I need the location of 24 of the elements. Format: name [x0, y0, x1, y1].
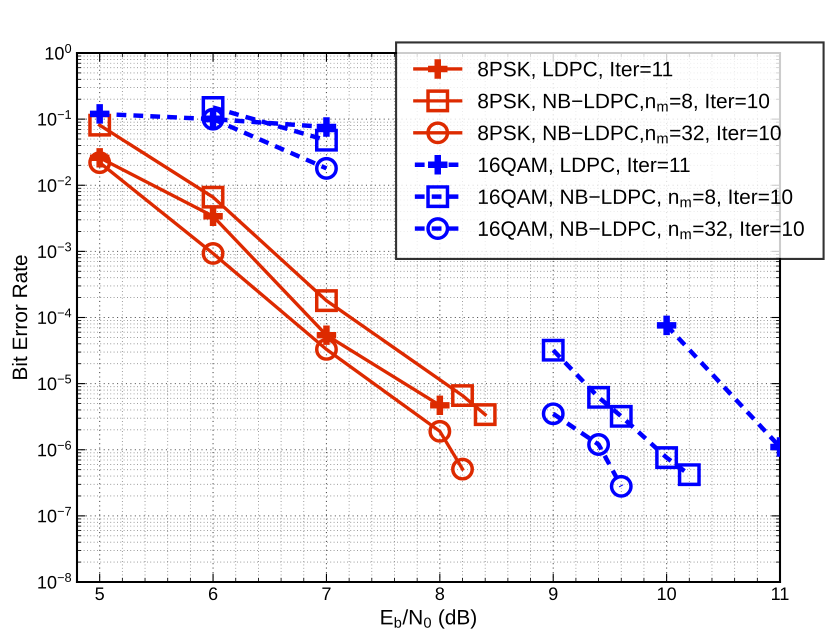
x-tick-label: 6 [208, 587, 218, 600]
y-tick-label: 10$^{−3}$ [38, 242, 72, 258]
legend-label: 16QAM, NB−LDPC, n$_{m}$=8, Iter=10 [478, 189, 792, 208]
y-tick-label: 10$^{−4}$ [38, 308, 72, 324]
y-tick-label: 10$^{0}$ [46, 44, 72, 60]
y-axis-title: Bit Error Rate [12, 255, 28, 379]
x-tick-label: 9 [549, 587, 558, 600]
x-tick-label: 8 [436, 587, 444, 600]
y-tick-label: 10$^{−2}$ [38, 176, 71, 192]
x-tick-label: 5 [95, 588, 104, 600]
x-tick-label: 7 [322, 588, 331, 600]
y-tick-label: 10$^{−1}$ [38, 110, 71, 126]
y-tick-label: 10$^{−7}$ [38, 506, 71, 522]
x-tick-label: 10 [658, 587, 676, 600]
y-tick-label: 10$^{−6}$ [38, 440, 72, 456]
legend-label: 8PSK, NB−LDPC,n$_{m}$=8, Iter=10 [478, 94, 770, 112]
y-tick-label: 10$^{−8}$ [38, 573, 72, 589]
y-tick-label: 10$^{−5}$ [38, 374, 72, 390]
legend-label: 8PSK, NB−LDPC,n$_{m}$=32, Iter=10 [478, 126, 781, 144]
x-tick-label: 11 [772, 588, 788, 600]
legend-label: 16QAM, LDPC, Iter=11 [478, 157, 690, 176]
legend-label: 16QAM, NB−LDPC, n$_{m}$=32, Iter=10 [478, 221, 804, 240]
x-axis-title: E$_{b}$/N$_{0}$ (dB) [381, 609, 476, 629]
legend-label: 8PSK, LDPC, Iter=11 [478, 62, 672, 79]
